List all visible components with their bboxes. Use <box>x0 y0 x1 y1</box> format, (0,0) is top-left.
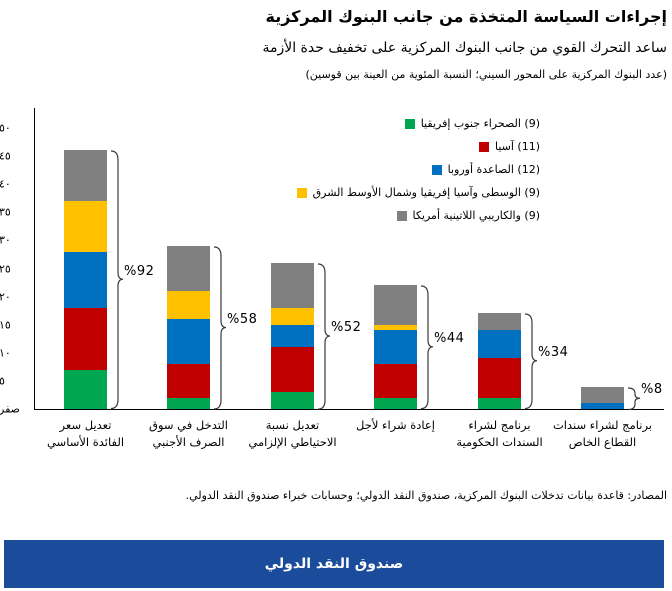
legend: إفريقيا ‎جنوب ‎الصحراء ‎(9) آسيا ‎(11) أور… <box>296 112 540 227</box>
bar-segment <box>271 324 314 348</box>
x-axis-label: التدخل في سوق الصرف الأجنبي <box>124 417 254 452</box>
x-axis-label-line: برنامج لشراء سندات <box>552 418 653 432</box>
percent-bracket-icon <box>627 386 641 410</box>
x-axis-label-line: إعادة شراء لأجل <box>356 418 435 432</box>
percent-bracket-icon <box>524 313 538 410</box>
page-title: إجراءات السياسة المتخذة من جانب البنوك ا… <box>265 7 667 26</box>
y-axis-tick: صفر <box>0 402 20 416</box>
x-axis-label-line: تعديل سعر <box>59 418 112 432</box>
y-axis-tick: ١٠ <box>0 346 11 360</box>
bar-segment <box>374 324 417 331</box>
percent-bracket-icon <box>420 285 434 410</box>
imf-banner: صندوق النقد الدولي <box>4 540 664 588</box>
legend-item: آسيا ‎(11) <box>297 135 540 158</box>
percent-label: %92 <box>124 263 155 279</box>
bar-segment <box>64 251 107 308</box>
legend-item: الشرق ‎الأوسط ‎وشمال ‎إفريقيا ‎وآسيا ‎ال… <box>296 181 540 204</box>
percent-bracket-icon <box>317 263 331 410</box>
x-axis-label-line: التدخل في سوق <box>149 418 228 432</box>
legend-swatch <box>396 210 407 221</box>
x-axis <box>34 409 664 410</box>
percent-label: %44 <box>434 331 465 347</box>
legend-swatch <box>296 187 307 198</box>
y-axis <box>34 108 35 410</box>
stacked-bar-chart: ٥٠ ٤٥ ٤٠ ٣٥ ٣٠ ٢٥ ٢٠ ١٥ ١٠ ٥ صفر %92 تعديل سعر الفائد… <box>0 108 668 452</box>
bar-segment <box>478 330 521 359</box>
percent-label: %58 <box>227 311 258 327</box>
legend-item: أوروبا ‎الصاعدة ‎(12) <box>297 158 540 181</box>
bar-segment <box>271 347 314 393</box>
x-axis-label-line: الاحتياطي الإلزامي <box>248 435 337 450</box>
x-axis-label-line: الفائدة الأساسي <box>46 435 125 450</box>
y-axis-tick: ٥٠ <box>0 121 11 135</box>
bar-segment <box>64 150 107 202</box>
y-axis-tick: ٥ <box>0 374 5 388</box>
bar-segment <box>167 364 210 398</box>
x-axis-label-line: الصرف الأجنبي <box>152 435 225 450</box>
bar-segment <box>167 290 210 320</box>
y-axis-tick: ١٥ <box>0 318 11 332</box>
x-axis-label-line: السندات الحكومية <box>456 435 543 450</box>
percent-label: %52 <box>331 319 362 335</box>
percent-bracket-icon <box>213 246 227 410</box>
imf-banner-label: صندوق النقد الدولي <box>264 556 404 572</box>
bar-segment <box>478 313 521 331</box>
bar-segment <box>374 364 417 398</box>
percent-label: %34 <box>538 345 569 361</box>
x-axis-label: برنامج لشراء السندات الحكومية <box>435 417 565 452</box>
percent-label: %8 <box>641 381 663 397</box>
y-axis-tick: ٣٠ <box>0 233 11 247</box>
legend-item: إفريقيا ‎جنوب ‎الصحراء ‎(9) <box>297 112 540 135</box>
y-axis-tick: ٤٠ <box>0 177 11 191</box>
x-axis-label: إعادة شراء لأجل <box>331 417 461 434</box>
bar-segment <box>64 369 107 409</box>
legend-item-label: الشرق ‎الأوسط ‎وشمال ‎إفريقيا ‎وآسيا ‎ال… <box>312 186 540 199</box>
bar-segment <box>374 397 417 409</box>
x-axis-label: برنامج لشراء سندات القطاع الخاص <box>538 417 668 452</box>
bar-segment <box>374 285 417 325</box>
x-axis-label-line: تعديل نسبة <box>265 418 320 432</box>
bar-segment <box>478 358 521 398</box>
x-axis-label-line: برنامج لشراء <box>468 418 531 432</box>
y-axis-tick: ٢٠ <box>0 290 11 304</box>
percent-bracket-icon <box>110 150 124 410</box>
legend-item-label: أمريكا ‎اللاتينية ‎والكاريبي ‎(9) <box>412 209 541 222</box>
chart-subtitle: ساعد التحرك القوي من جانب البنوك المركزي… <box>262 40 667 56</box>
x-axis-label-line: القطاع الخاص <box>568 435 637 450</box>
bar-segment <box>581 386 624 404</box>
bar-segment <box>167 319 210 365</box>
legend-item-label: إفريقيا ‎جنوب ‎الصحراء ‎(9) <box>420 117 540 130</box>
legend-swatch <box>404 118 415 129</box>
bar-segment <box>271 307 314 325</box>
bar-segment <box>374 330 417 365</box>
chart-units-note: (عدد البنوك المركزية على المحور السيني؛ … <box>305 68 667 81</box>
bar-segment <box>581 403 624 409</box>
bar-segment <box>167 397 210 409</box>
legend-item: أمريكا ‎اللاتينية ‎والكاريبي ‎(9) <box>297 204 540 227</box>
bar-segment <box>478 397 521 409</box>
legend-item-label: آسيا ‎(11) <box>494 140 540 153</box>
legend-item-label: أوروبا ‎الصاعدة ‎(12) <box>447 163 540 176</box>
legend-swatch <box>478 141 489 152</box>
x-axis-label: تعديل نسبة الاحتياطي الإلزامي <box>228 417 358 452</box>
legend-swatch <box>431 164 442 175</box>
bar-segment <box>271 262 314 308</box>
y-axis-tick: ٤٥ <box>0 149 11 163</box>
y-axis-tick: ٢٥ <box>0 262 11 275</box>
source-note: المصادر: قاعدة بيانات تدخلات البنوك المر… <box>185 489 667 502</box>
bar-segment <box>64 307 107 370</box>
bar-segment <box>167 246 210 291</box>
x-axis-label: تعديل سعر الفائدة الأساسي <box>21 417 151 452</box>
y-axis-tick: ٣٥ <box>0 205 11 219</box>
bar-segment <box>64 201 107 252</box>
bar-segment <box>271 392 314 409</box>
